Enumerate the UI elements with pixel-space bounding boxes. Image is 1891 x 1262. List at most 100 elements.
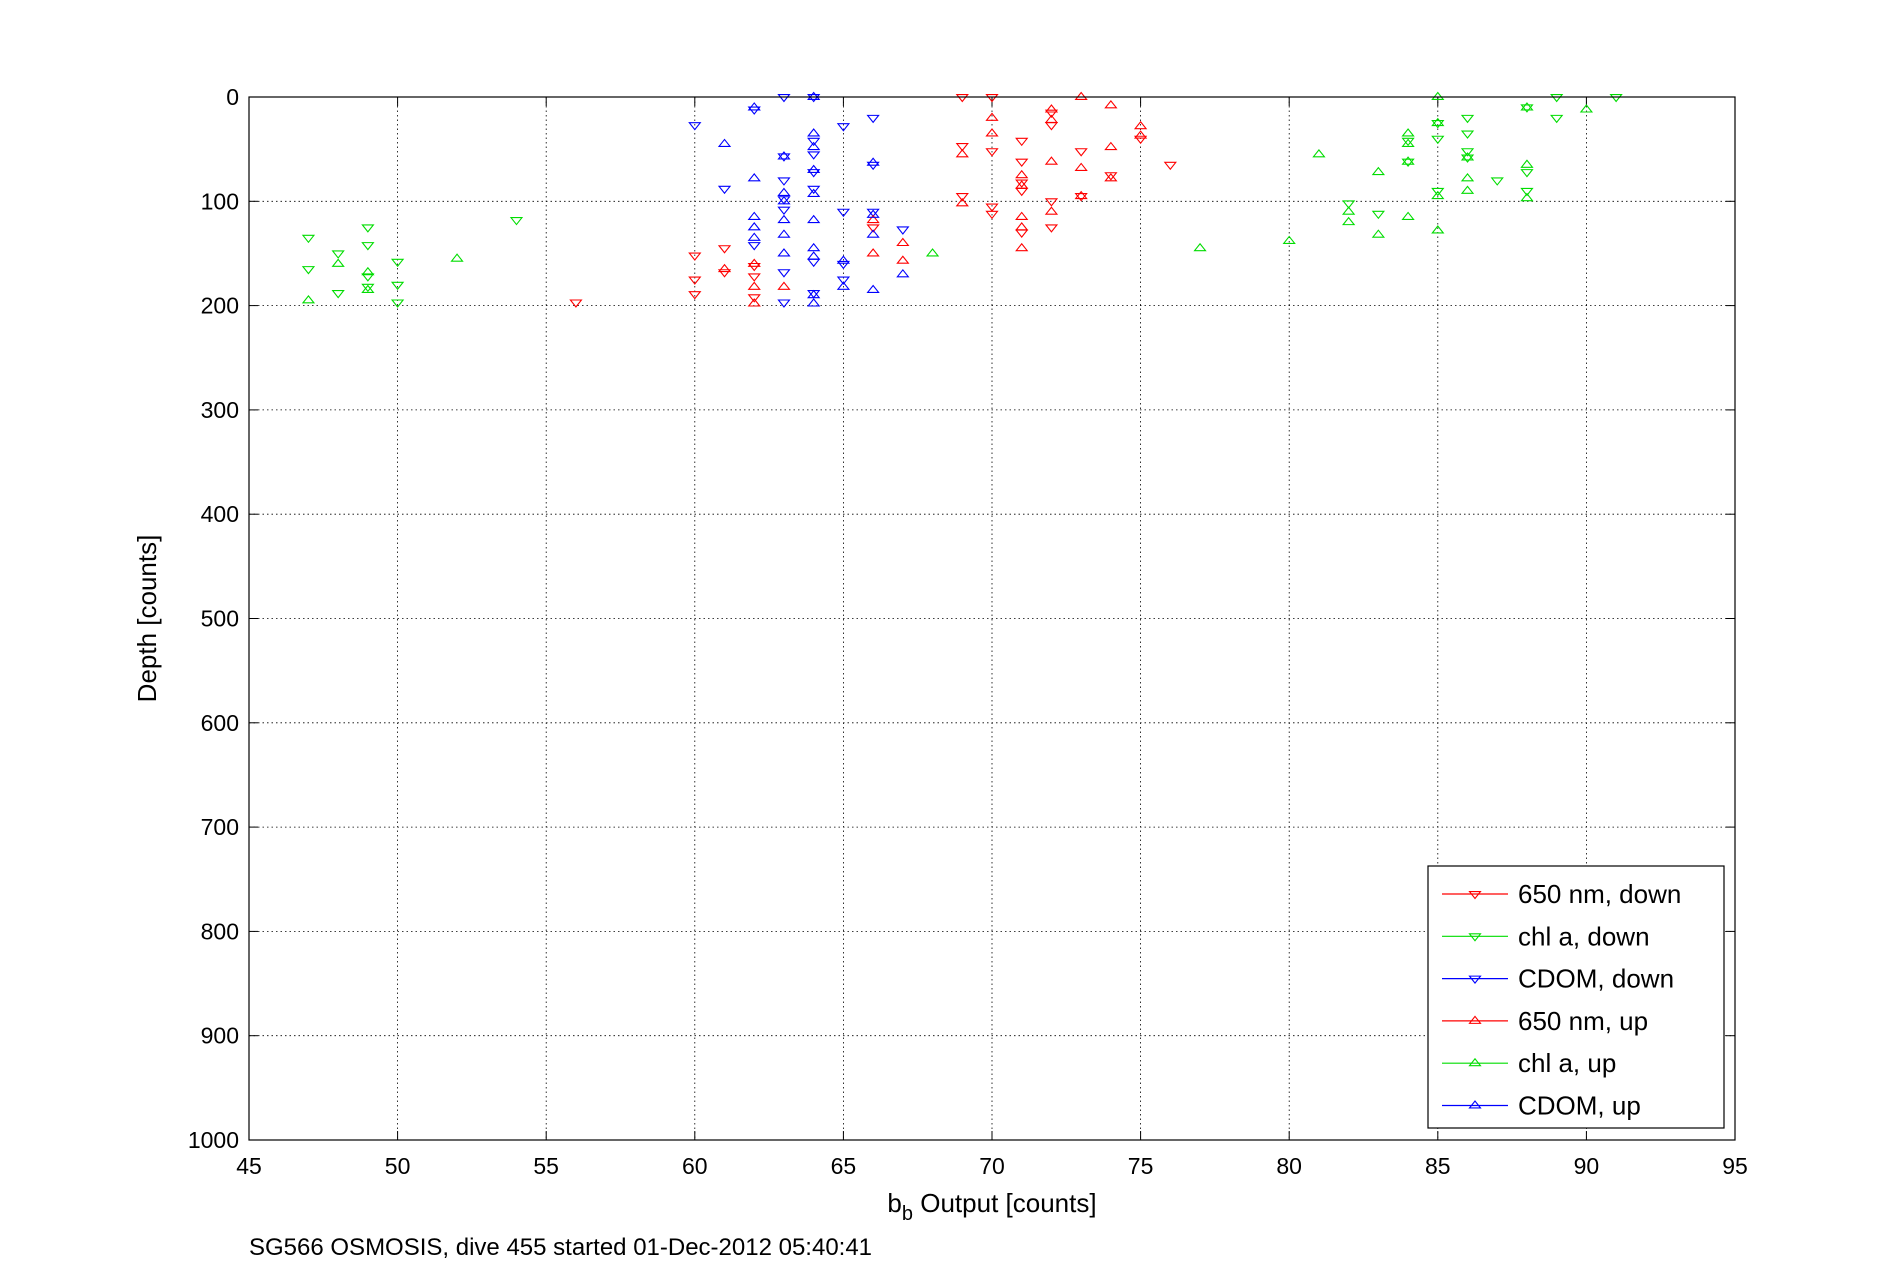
y-tick-label: 300 xyxy=(201,397,239,423)
data-point xyxy=(1044,198,1059,207)
data-point xyxy=(747,211,761,220)
data-point xyxy=(1609,93,1623,103)
x-axis-label-rest: Output [counts] xyxy=(913,1188,1097,1218)
data-point xyxy=(807,258,821,268)
x-tick-label: 45 xyxy=(236,1153,262,1179)
data-point xyxy=(1074,190,1088,200)
data-point xyxy=(361,266,375,276)
data-point xyxy=(1371,210,1385,220)
data-point xyxy=(1460,130,1475,139)
data-point xyxy=(1163,161,1177,171)
data-point xyxy=(717,269,732,278)
data-point xyxy=(1520,159,1534,168)
data-point xyxy=(1044,104,1059,113)
legend-label: 650 nm, up xyxy=(1518,1006,1648,1036)
data-point xyxy=(1431,91,1445,101)
data-point xyxy=(331,258,345,267)
data-point xyxy=(1460,152,1475,161)
data-point xyxy=(807,169,821,178)
y-tick-label: 800 xyxy=(201,918,239,944)
data-point xyxy=(1044,224,1059,233)
legend-marker xyxy=(1468,975,1482,984)
data-point xyxy=(1342,206,1356,215)
data-point xyxy=(777,206,791,216)
data-point xyxy=(361,273,375,282)
data-point xyxy=(1460,114,1475,124)
data-point xyxy=(1460,154,1475,163)
data-point xyxy=(747,262,761,272)
data-point xyxy=(777,281,791,290)
y-tick-label: 700 xyxy=(201,814,239,840)
data-point xyxy=(836,281,851,290)
legend-label: CDOM, down xyxy=(1518,964,1674,994)
data-point xyxy=(866,209,880,218)
legend-marker xyxy=(1468,1057,1482,1067)
data-point xyxy=(1074,91,1088,101)
data-point xyxy=(807,151,821,160)
data-point xyxy=(1074,148,1088,157)
data-point xyxy=(985,93,999,103)
data-point xyxy=(361,224,375,233)
data-point xyxy=(777,151,791,160)
y-tick-label: 1000 xyxy=(188,1127,239,1153)
data-point xyxy=(777,248,791,257)
data-point xyxy=(747,222,761,231)
data-point xyxy=(1282,235,1296,244)
data-point xyxy=(1371,229,1385,238)
data-point xyxy=(717,185,732,195)
y-tick-label: 100 xyxy=(201,188,239,214)
data-point xyxy=(1104,141,1118,151)
legend-entry: chl a, up xyxy=(1442,1048,1616,1078)
data-point xyxy=(1044,122,1059,131)
data-point xyxy=(807,289,821,299)
data-point xyxy=(807,93,821,103)
data-point xyxy=(1460,185,1475,194)
data-point xyxy=(361,283,375,293)
data-point xyxy=(747,273,761,282)
data-point xyxy=(1104,172,1118,182)
data-point xyxy=(361,242,375,251)
series-cdom-up xyxy=(717,91,910,307)
data-point xyxy=(866,248,880,257)
data-point xyxy=(1431,190,1445,200)
data-point xyxy=(1074,162,1088,171)
y-tick-label: 0 xyxy=(226,84,239,110)
legend-label: CDOM, up xyxy=(1518,1091,1641,1121)
data-point xyxy=(1520,192,1534,202)
data-point xyxy=(1401,158,1415,168)
legend-label: chl a, down xyxy=(1518,921,1650,951)
legend: 650 nm, down chl a, down CDOM, down 650 nm,… xyxy=(1427,865,1725,1129)
data-point xyxy=(747,172,761,182)
data-point xyxy=(747,232,761,241)
data-point xyxy=(1520,102,1534,111)
data-point xyxy=(777,187,791,196)
data-point xyxy=(866,214,880,224)
axis-ticks: 45 50 55 60 65 70 75 80 85 90 95 0 100 200 300 400 500 60… xyxy=(188,84,1748,1179)
data-point xyxy=(807,290,821,299)
data-point xyxy=(866,224,880,233)
legend-box xyxy=(1427,865,1725,1129)
data-point xyxy=(1015,169,1029,179)
data-point xyxy=(1133,135,1148,145)
series-650-nm-up xyxy=(717,91,1148,307)
data-point xyxy=(331,290,345,299)
data-point xyxy=(807,91,821,101)
data-point xyxy=(688,252,702,261)
data-point xyxy=(836,208,851,218)
data-point xyxy=(807,188,821,198)
data-point xyxy=(777,299,791,308)
data-point xyxy=(1044,114,1059,123)
data-point xyxy=(361,284,375,293)
x-tick-label: 65 xyxy=(831,1153,857,1179)
data-point xyxy=(836,123,851,132)
data-point xyxy=(747,294,761,303)
data-point xyxy=(1074,193,1088,202)
data-point xyxy=(331,250,345,259)
y-tick-label: 500 xyxy=(201,606,239,632)
data-point xyxy=(1044,156,1059,165)
data-point xyxy=(1520,104,1534,113)
data-point xyxy=(747,106,761,115)
data-point xyxy=(807,141,821,151)
data-point xyxy=(955,193,969,202)
data-point xyxy=(1520,169,1534,178)
